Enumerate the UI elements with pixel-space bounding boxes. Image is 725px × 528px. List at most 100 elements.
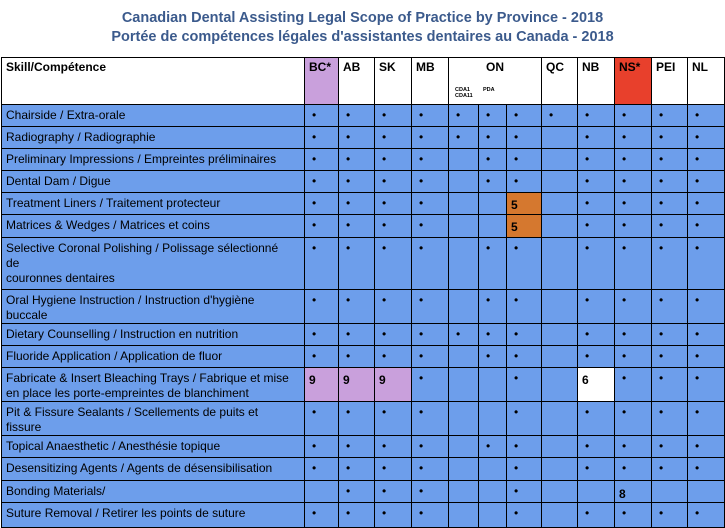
table-row: Radiography / Radiographie • • • • • • • • • • • xyxy=(1,126,725,149)
mark-cell: • xyxy=(338,457,375,481)
empty-cell xyxy=(541,457,579,481)
column-header: PEI xyxy=(651,57,689,105)
mark-cell: • xyxy=(687,214,725,238)
empty-cell xyxy=(541,126,579,149)
mark-cell: • xyxy=(478,435,507,458)
mark-cell: • xyxy=(411,170,449,193)
mark-cell: • xyxy=(374,192,412,215)
mark-cell: • xyxy=(687,401,725,436)
mark-cell: • xyxy=(448,104,479,127)
mark-cell: • xyxy=(614,192,653,215)
mark-cell: • xyxy=(614,170,653,193)
mark-cell: • xyxy=(304,104,339,127)
skill-cell: Selective Coronal Polishing / Polissage … xyxy=(1,237,305,290)
empty-cell xyxy=(478,192,507,215)
mark-cell: • xyxy=(687,289,725,324)
mark-cell: • xyxy=(374,345,412,368)
skill-cell: Pit & Fissure Sealants / Scellements de … xyxy=(1,401,305,436)
mark-cell: • xyxy=(577,148,616,171)
empty-cell xyxy=(448,148,479,171)
skill-line: Matrices & Wedges / Matrices et coins xyxy=(6,218,210,232)
column-label: QC xyxy=(546,60,565,74)
skill-cell: Preliminary Impressions / Empreintes pré… xyxy=(1,148,305,171)
mark-cell: • xyxy=(411,345,449,368)
mark-cell: • xyxy=(505,126,543,149)
mark-cell: • xyxy=(374,480,412,503)
column-label: ON xyxy=(486,60,504,74)
table-row: Fabricate & Insert Bleaching Trays / Fab… xyxy=(1,367,725,402)
table-row: Bonding Materials/• • • • 8 xyxy=(1,480,725,503)
column-label: NS* xyxy=(619,60,641,74)
empty-cell xyxy=(687,480,725,503)
mark-cell: • xyxy=(338,126,375,149)
mark-cell: • xyxy=(374,237,412,290)
skill-cell: Bonding Materials/ xyxy=(1,480,305,503)
empty-cell xyxy=(448,457,479,481)
skill-line: Topical Anaesthetic / Anesthésie topique xyxy=(6,439,221,453)
sub-header-line: PDA xyxy=(483,87,495,93)
mark-cell: • xyxy=(338,323,375,346)
skill-cell: Fluoride Application / Application de fl… xyxy=(1,345,305,368)
mark-cell: • xyxy=(687,192,725,215)
skill-line: Pit & Fissure Sealants / Scellements de … xyxy=(6,405,259,419)
mark-cell: • xyxy=(338,502,375,528)
mark-cell: • xyxy=(338,480,375,503)
table-row: Oral Hygiene Instruction / Instruction d… xyxy=(1,289,725,324)
note-cell: 9 xyxy=(374,367,412,402)
mark-cell: • xyxy=(651,192,689,215)
mark-cell: • xyxy=(304,237,339,290)
mark-cell: • xyxy=(614,457,653,481)
empty-cell xyxy=(541,401,579,436)
mark-cell: • xyxy=(374,148,412,171)
skill-line: Selective Coronal Polishing / Polissage … xyxy=(6,241,279,255)
skill-line: Radiography / Radiographie xyxy=(6,130,156,144)
skill-line: Fabricate & Insert Bleaching Trays / Fab… xyxy=(6,371,289,385)
mark-cell: • xyxy=(411,323,449,346)
empty-cell xyxy=(541,237,579,290)
column-header: ON CDA1 CDA11 PDA xyxy=(447,57,543,105)
header-row: Skill/Compétence BC* AB SK MB ON CDA1 CDA11 PDA Q… xyxy=(1,57,725,105)
column-header: MB xyxy=(411,57,449,105)
mark-cell: • xyxy=(411,126,449,149)
empty-cell xyxy=(541,435,579,458)
mark-cell: • xyxy=(614,148,653,171)
mark-cell: • xyxy=(505,435,543,458)
empty-cell xyxy=(448,214,479,238)
skill-line: Treatment Liners / Traitement protecteur xyxy=(6,196,221,210)
mark-cell: • xyxy=(411,214,449,238)
empty-cell xyxy=(478,457,507,481)
mark-cell: • xyxy=(448,323,479,346)
mark-cell: • xyxy=(478,289,507,324)
skill-cell: Dental Dam / Digue xyxy=(1,170,305,193)
mark-cell: • xyxy=(505,323,543,346)
mark-cell: • xyxy=(577,502,616,528)
empty-cell xyxy=(541,170,579,193)
mark-cell: • xyxy=(651,148,689,171)
mark-cell: • xyxy=(614,435,653,458)
table-row: Selective Coronal Polishing / Polissage … xyxy=(1,237,725,290)
note-cell: 8 xyxy=(614,480,653,503)
note-cell: 5 xyxy=(505,192,543,215)
mark-cell: • xyxy=(614,502,653,528)
mark-cell: • xyxy=(304,214,339,238)
skill-header: Skill/Compétence xyxy=(1,57,305,105)
mark-cell: • xyxy=(478,104,507,127)
mark-cell: • xyxy=(304,148,339,171)
empty-cell xyxy=(448,237,479,290)
table-row: Topical Anaesthetic / Anesthésie topique… xyxy=(1,435,725,458)
mark-cell: • xyxy=(304,126,339,149)
mark-cell: • xyxy=(687,323,725,346)
empty-cell xyxy=(448,401,479,436)
skill-cell: Suture Removal / Retirer les points de s… xyxy=(1,502,305,528)
mark-cell: • xyxy=(374,323,412,346)
note-cell: 5 xyxy=(505,214,543,238)
skill-cell: Matrices & Wedges / Matrices et coins xyxy=(1,214,305,238)
mark-cell: • xyxy=(374,289,412,324)
mark-cell: • xyxy=(614,345,653,368)
skill-line: couronnes dentaires xyxy=(6,271,115,285)
mark-cell: • xyxy=(687,148,725,171)
mark-cell: • xyxy=(338,192,375,215)
skill-cell: Chairside / Extra-orale xyxy=(1,104,305,127)
mark-cell: • xyxy=(338,435,375,458)
mark-cell: • xyxy=(687,170,725,193)
